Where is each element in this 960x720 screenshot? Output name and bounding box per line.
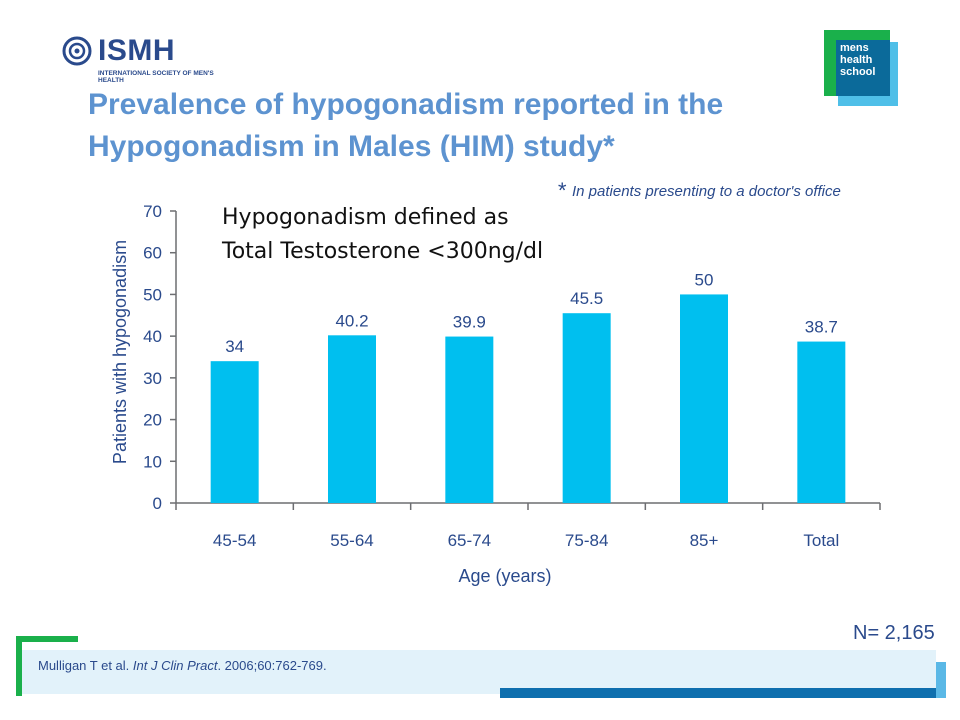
badge-inner (836, 40, 890, 96)
footer-accent-green-vertical (16, 636, 22, 696)
bar-data-label: 34 (225, 337, 244, 356)
y-axis-title: Patients with hypogonadism (110, 240, 130, 464)
y-tick-label: 60 (143, 244, 162, 263)
bar (210, 361, 259, 503)
y-axis: 0 10 20 30 40 50 60 70 (143, 202, 177, 513)
bar-data-label: 50 (695, 270, 714, 289)
definition-note: Hypogonadism defined as Total Testostero… (222, 201, 543, 269)
y-tick-label: 0 (153, 494, 162, 513)
bar (797, 341, 846, 503)
footer-accent-green-horizontal (16, 636, 78, 642)
badge-line-1: mens (840, 42, 869, 54)
footnote: In patients presenting to a doctor's off… (572, 183, 841, 200)
bar (328, 335, 376, 503)
x-tick-label: Total (803, 531, 839, 550)
y-tick-label: 10 (143, 452, 162, 471)
bar (562, 313, 611, 503)
x-tick-label: 45-54 (213, 531, 256, 550)
y-tick-label: 50 (143, 285, 162, 304)
footer-accent-blue-vertical (936, 662, 946, 698)
citation-journal: Int J Clin Pract (132, 658, 218, 673)
x-tick-label: 75-84 (565, 531, 608, 550)
badge-text: mens health school (840, 42, 888, 78)
x-tick-label: 85+ (690, 531, 719, 550)
definition-line-1: Hypogonadism defined as (222, 205, 509, 230)
footer-accent-blue-horizontal (500, 688, 946, 698)
bar-data-label: 39.9 (453, 313, 486, 332)
footnote-star: * (557, 178, 566, 203)
sample-size: N= 2,165 (853, 622, 935, 644)
ismh-logo-subtitle: INTERNATIONAL SOCIETY OF MEN'S HEALTH (98, 70, 214, 84)
bar-data-label: 40.2 (335, 311, 368, 330)
y-tick-label: 20 (143, 411, 162, 430)
x-tick-label: 55-64 (330, 531, 373, 550)
bar-data-label: 38.7 (805, 318, 838, 337)
bars: 34 45-54 40.2 55-64 39.9 65-74 45.5 75-84 50 85+ 3… (210, 270, 846, 550)
slide-title: Prevalence of hypogonadism reported in t… (88, 88, 724, 163)
x-tick-label: 65-74 (448, 531, 491, 550)
y-tick-label: 70 (143, 202, 162, 221)
citation: Mulligan T et al. Int J Clin Pract. 2006… (38, 658, 327, 673)
bar-data-label: 45.5 (570, 289, 603, 308)
definition-line-2: Total Testosterone <300ng/dl (222, 239, 544, 264)
globe-icon (62, 36, 92, 66)
y-tick-label: 40 (143, 327, 162, 346)
citation-details: . 2006;60:762-769. (217, 658, 327, 673)
x-axis (175, 502, 881, 510)
bar (445, 336, 494, 503)
x-axis-title: Age (years) (458, 566, 551, 586)
footer-bar (16, 650, 936, 694)
citation-authors: Mulligan T et al. (38, 658, 133, 673)
badge-line-3: school (840, 66, 876, 78)
bar (680, 294, 728, 503)
badge-line-2: health (840, 54, 873, 66)
y-tick-label: 30 (143, 369, 162, 388)
ismh-logo: ISMH (98, 34, 175, 67)
